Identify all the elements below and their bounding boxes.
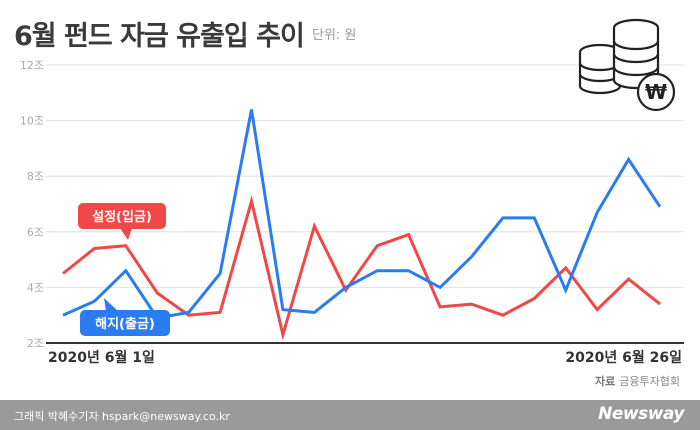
legend-inflow: 설정(입금) [78,203,166,240]
legend-outflow-label: 해지(출금) [95,316,155,332]
legend-outflow: 해지(출금) [80,298,170,336]
y-tick-label: 8조 [27,170,44,183]
source-label: 자료 [595,375,616,388]
y-tick-label: 6조 [27,226,44,239]
series-line-inflow [62,195,661,341]
source-note: 자료 금융투자협회 [595,373,680,389]
brand-logo: Newsway [598,404,684,424]
y-tick-label: 4조 [27,281,44,294]
legend-outflow-pointer [104,298,118,311]
source-text: 금융투자협회 [619,375,680,388]
coin-stack-won-icon: ₩ [578,18,676,112]
graphic-credit: 그래픽 박혜수기자 hspark@newsway.co.kr [14,410,230,423]
y-tick-label: 12조 [20,59,44,72]
grid-lines [46,64,684,288]
x-start-label: 2020년 6월 1일 [48,349,155,366]
svg-text:₩: ₩ [645,80,667,104]
unit-label: 단위: 원 [312,28,357,43]
chart-title: 6월 펀드 자금 유출입 추이 [14,21,305,52]
y-tick-label: 10조 [20,115,44,128]
y-tick-label: 2조 [27,337,44,350]
legend-inflow-label: 설정(입금) [92,209,152,225]
legend-inflow-box [78,203,166,229]
legend-inflow-pointer [120,228,132,240]
footer-bar: 그래픽 박혜수기자 hspark@newsway.co.kr Newsway [0,400,700,430]
legend-outflow-box [80,310,170,336]
x-end-label: 2020년 6월 26일 [565,349,682,366]
y-axis-ticks: 2조 4조 6조 8조 10조 12조 [20,59,44,350]
